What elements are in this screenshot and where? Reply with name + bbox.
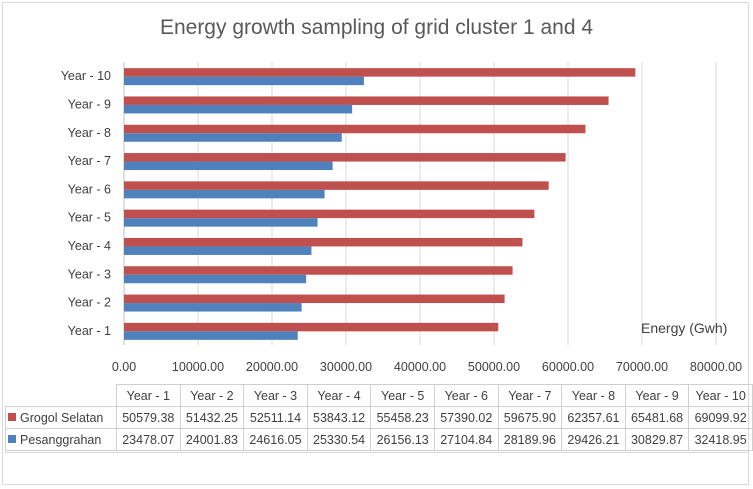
y-tick-label: Year - 6 (68, 182, 111, 196)
table-header-row: Year - 1 Year - 2 Year - 3 Year - 4 Year - 5… (5, 384, 753, 407)
table-cell: 65481.68 (624, 406, 690, 429)
table-cell: 28189.96 (497, 428, 563, 451)
table-row: Pesanggrahan 23478.07 24001.83 24616.05 2533… (5, 428, 753, 451)
y-tick-label: Year - 9 (68, 97, 111, 111)
table-cell: 25330.54 (306, 428, 372, 451)
legend-key-icon (8, 435, 16, 444)
bar-grogol-selatan (124, 237, 523, 247)
table-cell: 24616.05 (243, 428, 308, 451)
bar-pesanggrahan (124, 331, 298, 340)
x-axis-label: Energy (Gwh) (641, 320, 728, 336)
x-tick-label: 60000.00 (542, 360, 594, 374)
table-cell: 30829.87 (624, 428, 690, 451)
legend-entry: Grogol Selatan (5, 406, 117, 429)
bar-pesanggrahan (124, 189, 325, 199)
y-tick-label: Year - 1 (68, 324, 111, 338)
bar-pesanggrahan (124, 104, 353, 114)
x-tick-label: 10000.00 (172, 360, 224, 374)
bar-grogol-selatan (124, 68, 636, 77)
bar-pesanggrahan (124, 274, 307, 284)
bar-grogol-selatan (124, 294, 505, 304)
table-cell: 55458.23 (370, 406, 435, 429)
table-column-header: Year - 6 (433, 384, 499, 407)
table-cell: 32418.95 (688, 428, 753, 451)
y-tick-label: Year - 2 (68, 296, 111, 310)
bar-pesanggrahan (124, 218, 318, 227)
bar-pesanggrahan (124, 133, 342, 142)
table-column-header: Year - 9 (624, 384, 690, 407)
table-cell: 62357.61 (561, 406, 626, 429)
legend-entry: Pesanggrahan (5, 428, 117, 451)
x-tick-label: 30000.00 (320, 360, 372, 374)
x-tick-label: 40000.00 (394, 360, 446, 374)
bar-pesanggrahan (124, 76, 364, 86)
table-cell: 52511.14 (243, 406, 308, 429)
legend-label: Pesanggrahan (20, 432, 102, 447)
table-cell: 53843.12 (306, 406, 372, 429)
table-cell: 57390.02 (433, 406, 499, 429)
bar-grogol-selatan (124, 153, 566, 162)
legend-label: Grogol Selatan (20, 410, 104, 425)
x-tick-label: 80000.00 (690, 360, 742, 374)
table-cell: 59675.90 (497, 406, 563, 429)
x-tick-label: 20000.00 (246, 360, 298, 374)
y-tick-label: Year - 3 (68, 267, 111, 281)
table-cell: 29426.21 (561, 428, 626, 451)
table-column-header: Year - 5 (370, 384, 435, 407)
bar-pesanggrahan (124, 161, 333, 171)
table-column-header: Year - 7 (497, 384, 563, 407)
bar-chart-plot: 0.00 10000.00 20000.00 30000.00 40000.00 5000… (61, 62, 742, 374)
table-column-header: Year - 2 (179, 384, 245, 407)
bar-grogol-selatan (124, 124, 586, 134)
table-cell: 27104.84 (433, 428, 499, 451)
table-cell: 23478.07 (116, 428, 181, 451)
table-corner (5, 384, 117, 407)
x-tick-label: 0.00 (112, 360, 136, 374)
bar-grogol-selatan (124, 96, 609, 105)
table-cell: 26156.13 (370, 428, 435, 451)
table-cell: 50579.38 (116, 406, 181, 429)
y-tick-label: Year - 8 (68, 126, 111, 140)
divider (5, 452, 748, 453)
bar-pesanggrahan (124, 303, 302, 312)
y-tick-label: Year - 10 (61, 69, 111, 83)
chart-title: Energy growth sampling of grid cluster 1… (159, 16, 594, 39)
bar-pesanggrahan (124, 246, 312, 255)
x-tick-label: 50000.00 (468, 360, 520, 374)
table-cell: 51432.25 (179, 406, 245, 429)
data-table: Year - 1 Year - 2 Year - 3 Year - 4 Year - 5… (5, 384, 753, 451)
table-row: Grogol Selatan 50579.38 51432.25 52511.14 53… (5, 406, 753, 429)
table-cell: 69099.92 (688, 406, 753, 429)
table-column-header: Year - 10 (688, 384, 753, 407)
table-column-header: Year - 4 (306, 384, 372, 407)
y-tick-label: Year - 4 (68, 239, 111, 253)
bar-grogol-selatan (124, 266, 513, 275)
table-column-header: Year - 1 (116, 384, 181, 407)
table-cell: 24001.83 (179, 428, 245, 451)
y-tick-label: Year - 7 (68, 154, 111, 168)
y-tick-label: Year - 5 (68, 211, 111, 225)
legend-key-icon (8, 413, 16, 422)
bar-grogol-selatan (124, 181, 549, 190)
x-tick-label: 70000.00 (616, 360, 668, 374)
table-column-header: Year - 8 (561, 384, 626, 407)
bar-grogol-selatan (124, 322, 499, 332)
table-column-header: Year - 3 (243, 384, 308, 407)
bar-grogol-selatan (124, 209, 535, 219)
